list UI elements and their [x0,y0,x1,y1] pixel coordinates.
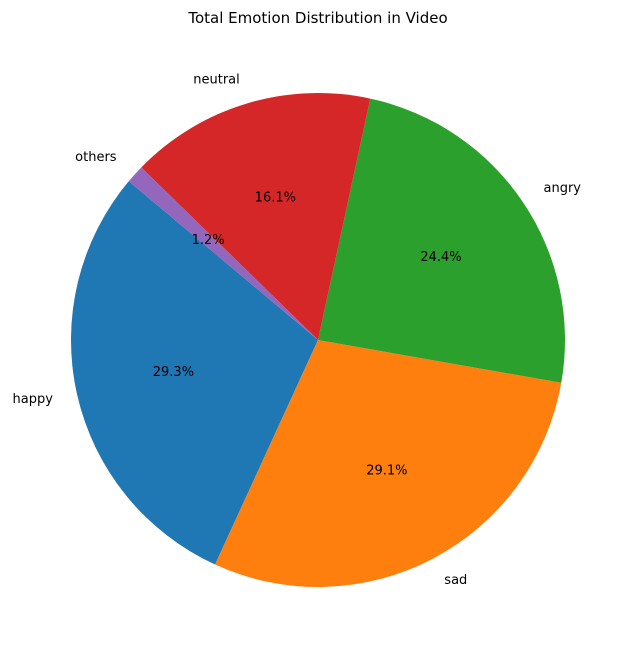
pie-slice-sad [215,340,562,588]
pie-slice-others [128,167,318,340]
slice-label-neutral: neutral [193,72,240,87]
percent-label-angry: 24.4% [420,250,461,265]
pie-slice-happy [70,181,318,565]
pie-labels: happy 29.3% sad 29.1% angry 24.4% neutral 16.1%… [13,72,582,588]
pie-slice-neutral [141,92,371,341]
chart-title: Total Emotion Distribution in Video [187,9,447,27]
percent-label-others: 1.2% [192,233,225,248]
percent-label-neutral: 16.1% [255,191,296,206]
pie-slices [70,92,566,588]
slice-label-others: others [75,150,117,165]
slice-label-sad: sad [444,573,467,588]
slice-label-angry: angry [544,181,582,196]
percent-label-happy: 29.3% [153,365,194,380]
pie-slice-angry [318,98,566,383]
percent-label-sad: 29.1% [366,464,407,479]
slice-label-happy: happy [13,392,54,407]
